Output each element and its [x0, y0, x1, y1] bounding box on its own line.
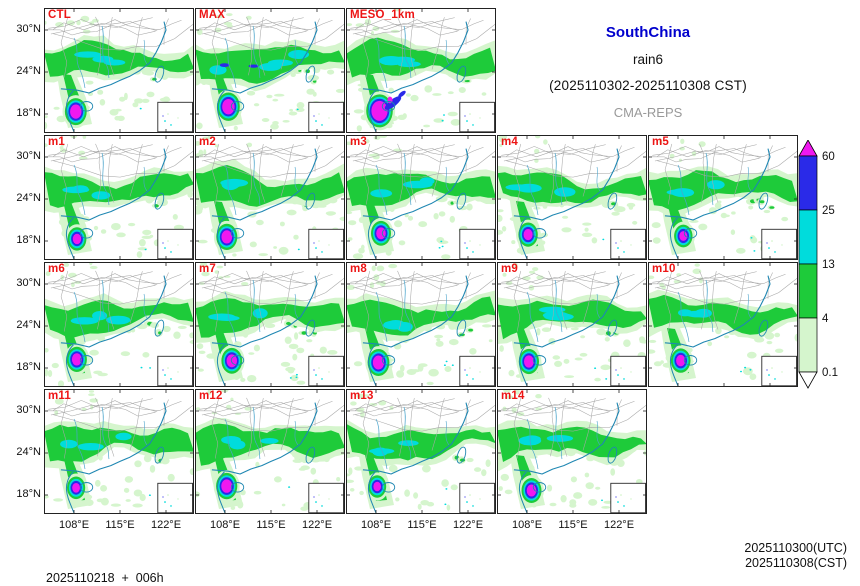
map-panel-m7: m7 — [195, 262, 345, 387]
y-axis-label: 24°N — [16, 319, 41, 331]
map-panel-m11: m11 — [44, 389, 194, 514]
y-axis-label: 24°N — [16, 65, 41, 77]
colorbar-seg-blue — [798, 155, 818, 211]
panel-label: m12 — [199, 390, 223, 402]
x-axis-label: 122°E — [150, 519, 182, 531]
precip-map — [497, 262, 647, 387]
panel-label: MESO_1km — [350, 9, 415, 21]
valid-time-cst: 2025110308(CST) — [745, 556, 847, 570]
map-panel-m3: m3 — [346, 135, 496, 260]
x-axis-label: 115°E — [558, 519, 588, 531]
map-panel-m8: m8 — [346, 262, 496, 387]
colorbar-arrow-top — [798, 140, 818, 157]
panel-label: m11 — [48, 390, 71, 402]
valid-time-utc: 2025110300(UTC) — [744, 541, 847, 555]
map-panel-m6: m6 — [44, 262, 194, 387]
precip-map — [195, 262, 345, 387]
x-axis-label: 115°E — [256, 519, 286, 531]
colorbar-seg-pale — [798, 317, 818, 373]
colorbar-seg-cyan — [798, 209, 818, 265]
panel-label: m2 — [199, 136, 217, 148]
init-time-block: 2025110218 + 006h 2025110302 + 006h — [46, 541, 164, 586]
precip-map — [195, 135, 345, 260]
map-panel-m10: m10 — [648, 262, 798, 387]
precip-map — [44, 389, 194, 514]
map-panel-m12: m12 — [195, 389, 345, 514]
y-axis-label: 30°N — [16, 404, 41, 416]
precip-map — [44, 262, 194, 387]
y-axis-label: 24°N — [16, 192, 41, 204]
colorbar: 60 25 13 4 0.1 — [798, 140, 838, 389]
panel-label: m7 — [199, 263, 217, 275]
x-axis-label: 122°E — [452, 519, 484, 531]
map-panel-meso_1km: MESO_1km — [346, 8, 496, 133]
precip-map — [497, 135, 647, 260]
y-axis-label: 18°N — [16, 361, 41, 373]
precip-map — [648, 135, 798, 260]
y-axis-label: 30°N — [16, 277, 41, 289]
precip-map — [497, 389, 647, 514]
region-title: SouthChina — [605, 24, 691, 41]
precip-map — [648, 262, 798, 387]
x-axis-label: 108°E — [209, 519, 241, 531]
panel-label: m13 — [350, 390, 374, 402]
valid-period: (2025110302-2025110308 CST) — [549, 78, 747, 93]
x-axis-label: 115°E — [407, 519, 437, 531]
precip-map — [346, 8, 496, 133]
panel-label: MAX — [199, 9, 226, 21]
x-axis-label: 108°E — [360, 519, 392, 531]
colorbar-tick-60: 60 — [822, 151, 835, 163]
variable-title: rain6 — [632, 52, 664, 67]
y-axis-label: 30°N — [16, 150, 41, 162]
y-axis-label: 24°N — [16, 446, 41, 458]
precip-map — [346, 262, 496, 387]
y-axis-label: 30°N — [16, 23, 41, 35]
map-panel-m9: m9 — [497, 262, 647, 387]
map-panel-ctl: CTL — [44, 8, 194, 133]
colorbar-tick-4: 4 — [822, 313, 829, 325]
panel-label: m5 — [652, 136, 670, 148]
x-axis-label: 122°E — [603, 519, 635, 531]
precip-map — [195, 8, 345, 133]
init-time-line1: 2025110218 + 006h — [46, 571, 164, 585]
x-axis-label: 108°E — [58, 519, 90, 531]
map-panel-m14: m14 — [497, 389, 647, 514]
precip-map — [44, 8, 194, 133]
map-panel-m4: m4 — [497, 135, 647, 260]
panel-label: m1 — [48, 136, 66, 148]
y-axis-label: 18°N — [16, 107, 41, 119]
panel-label: m9 — [501, 263, 519, 275]
map-panel-m13: m13 — [346, 389, 496, 514]
map-panel-m5: m5 — [648, 135, 798, 260]
panel-label: m3 — [350, 136, 368, 148]
x-axis-label: 122°E — [301, 519, 333, 531]
map-panel-m1: m1 — [44, 135, 194, 260]
title-block: SouthChina rain6 (2025110302-2025110308 … — [497, 24, 799, 120]
y-axis-label: 18°N — [16, 234, 41, 246]
x-axis-label: 108°E — [511, 519, 543, 531]
panel-label: m10 — [652, 263, 676, 275]
model-name: CMA-REPS — [613, 105, 683, 120]
colorbar-tick-13: 13 — [822, 259, 835, 271]
panel-label: m14 — [501, 390, 525, 402]
map-panel-m2: m2 — [195, 135, 345, 260]
panel-label: m6 — [48, 263, 66, 275]
colorbar-tick-0-1: 0.1 — [822, 367, 838, 379]
y-axis-label: 18°N — [16, 488, 41, 500]
panel-label: m8 — [350, 263, 368, 275]
valid-time-block: 2025110300(UTC) 2025110308(CST) — [744, 541, 847, 571]
precip-map — [346, 135, 496, 260]
precip-map — [195, 389, 345, 514]
colorbar-seg-green — [798, 263, 818, 319]
panel-label: m4 — [501, 136, 519, 148]
precip-map — [44, 135, 194, 260]
colorbar-tick-25: 25 — [822, 205, 835, 217]
colorbar-arrow-bottom — [798, 371, 818, 389]
precip-map — [346, 389, 496, 514]
x-axis-label: 115°E — [105, 519, 135, 531]
map-panel-max: MAX — [195, 8, 345, 133]
panel-label: CTL — [48, 9, 71, 21]
